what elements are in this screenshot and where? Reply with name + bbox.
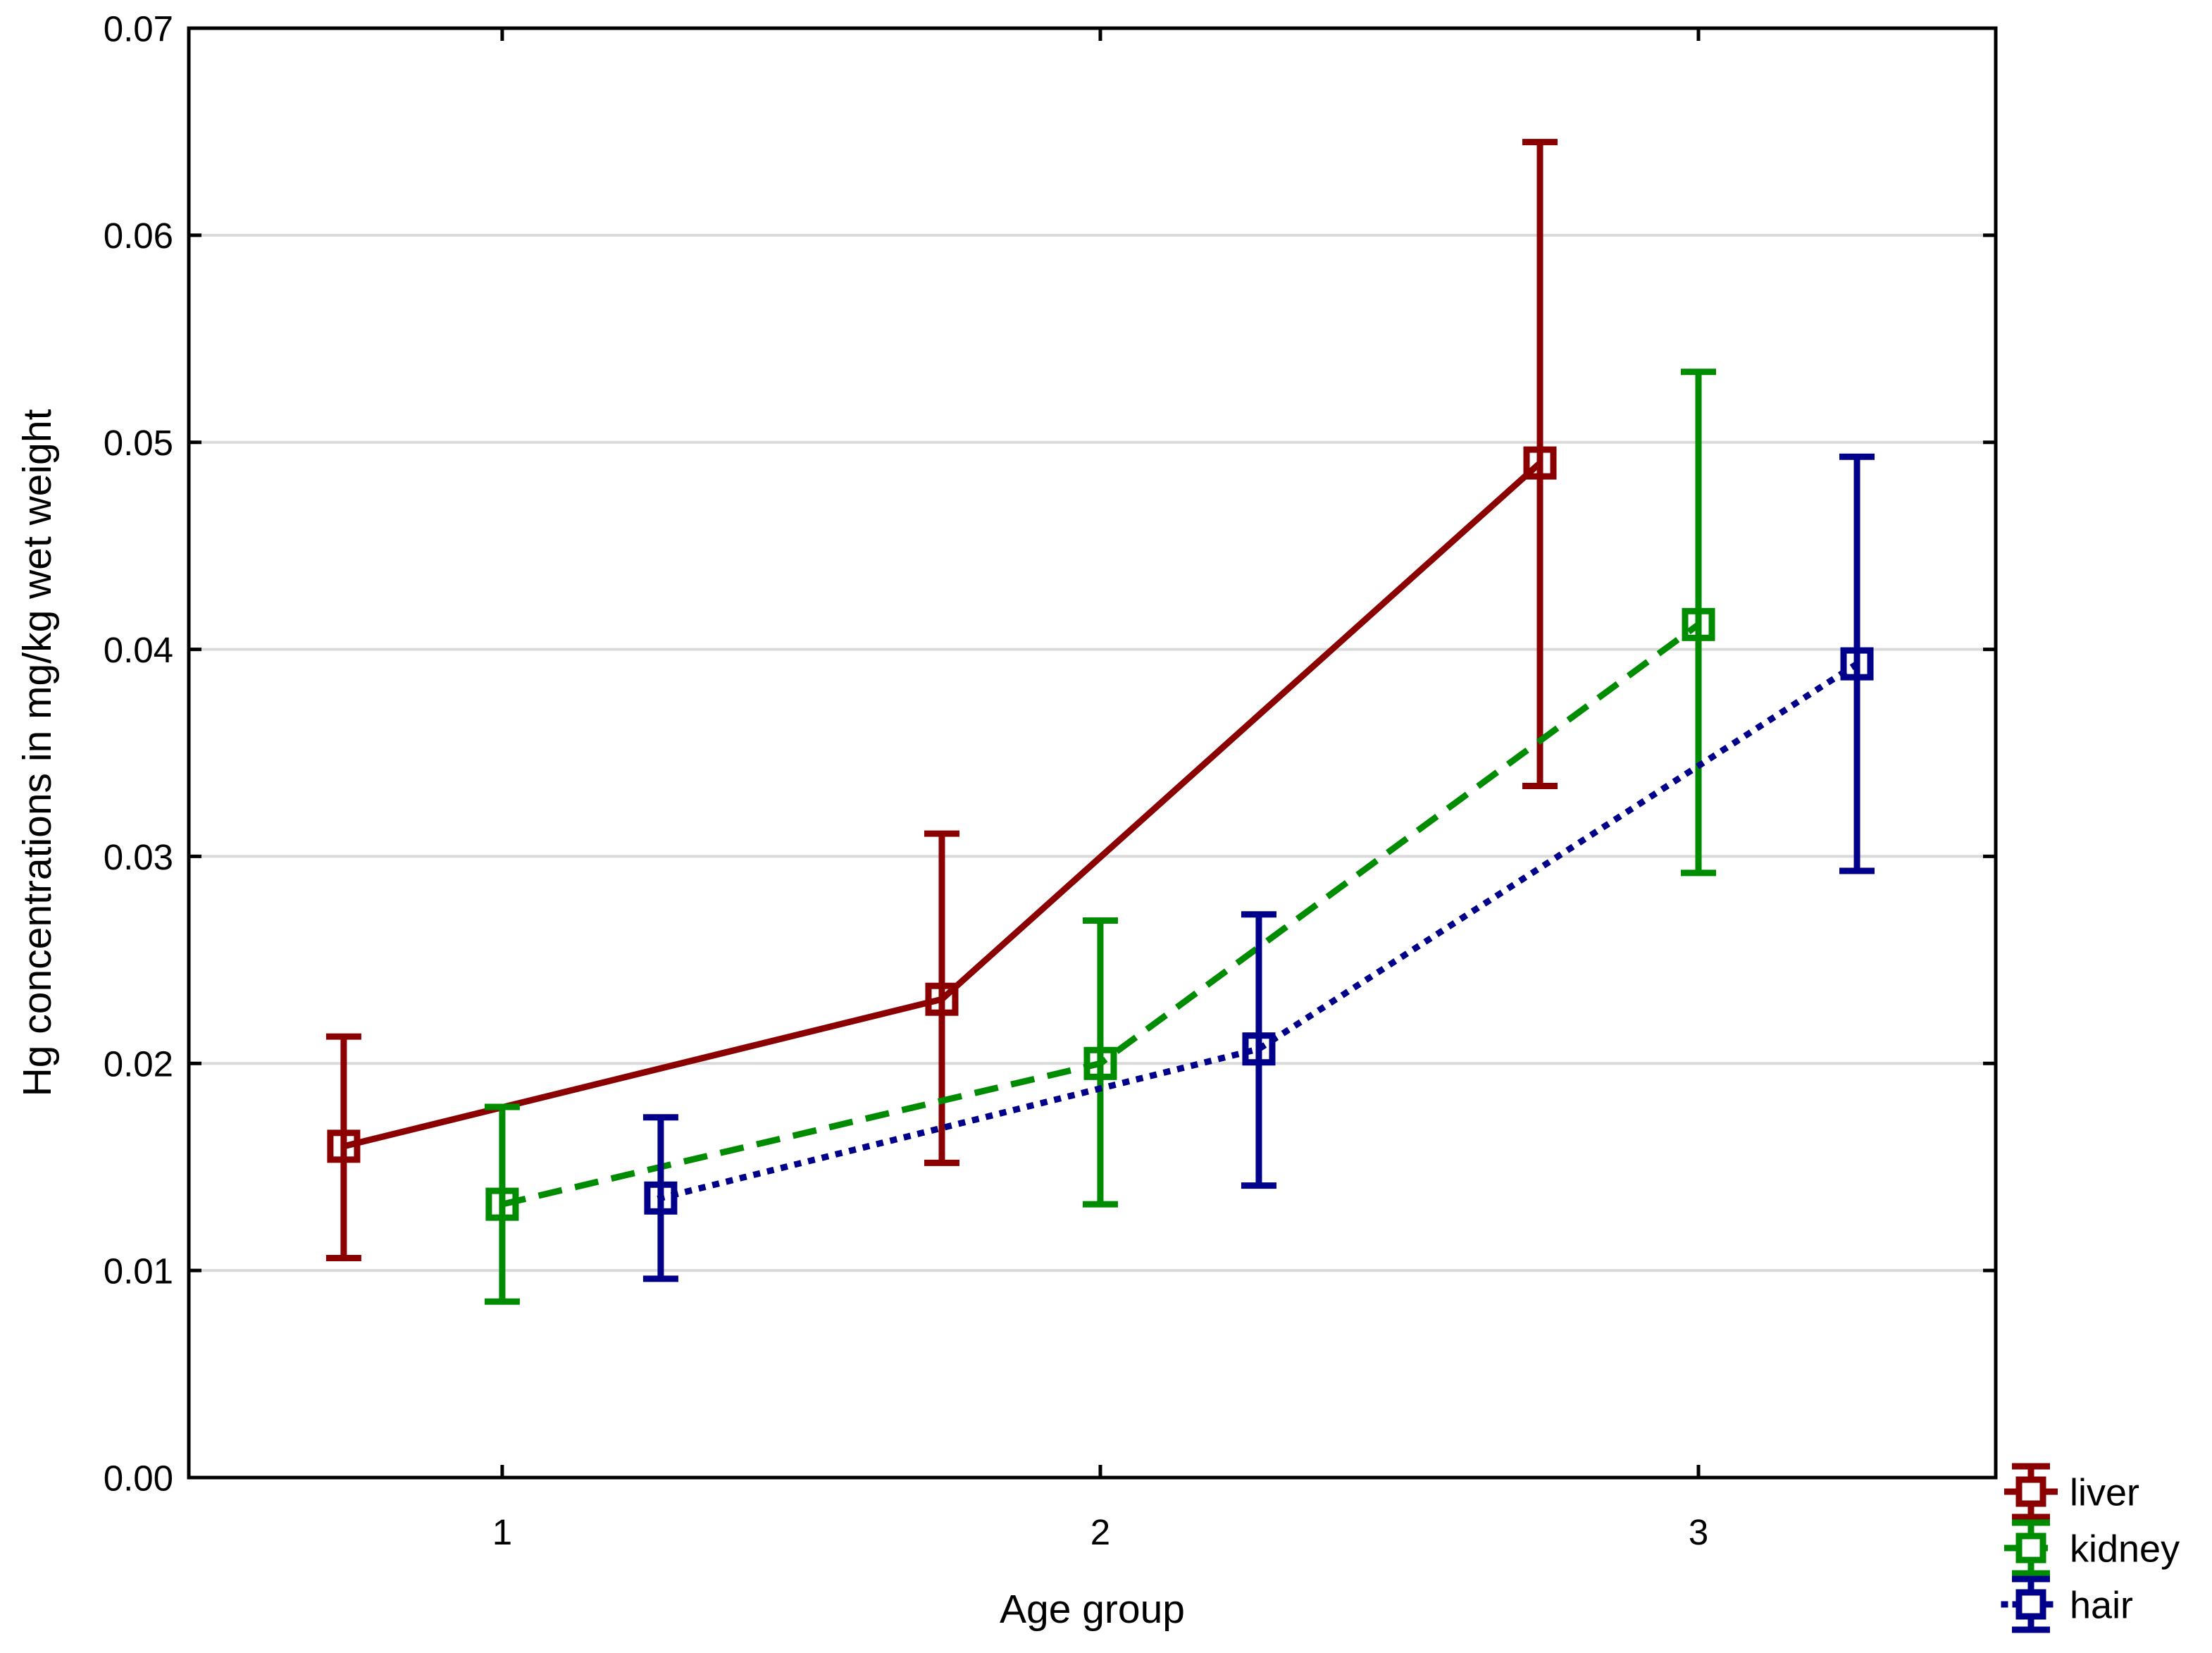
y-tick-label: 0.00	[104, 1458, 173, 1498]
marker-square	[644, 1181, 678, 1215]
legend-label: liver	[2070, 1471, 2139, 1513]
marker-square	[1523, 446, 1557, 480]
marker-square	[1840, 647, 1874, 681]
marker-square	[1682, 607, 1715, 641]
error-bar	[484, 1103, 520, 1305]
legend-item-hair: hair	[2001, 1575, 2133, 1633]
legend-item-kidney: kidney	[2004, 1519, 2180, 1577]
marker-square	[1242, 1032, 1276, 1066]
plot-frame	[187, 26, 1998, 1480]
y-axis-title: Hg concentrations in mg/kg wet weight	[15, 409, 60, 1096]
y-tick-label: 0.02	[104, 1044, 173, 1084]
y-tick-label: 0.04	[104, 630, 173, 670]
series-kidney	[484, 369, 1717, 1305]
legend-marker-square	[2015, 1589, 2046, 1620]
x-tick-label: 2	[1091, 1512, 1110, 1552]
error-bar	[1839, 453, 1875, 874]
marker-square	[485, 1187, 519, 1221]
legend-label: hair	[2070, 1584, 2133, 1626]
legend-label: kidney	[2070, 1528, 2180, 1570]
x-tick-label: 1	[492, 1512, 512, 1552]
y-tick-label: 0.07	[104, 8, 173, 49]
legend-item-liver: liver	[2004, 1463, 2139, 1521]
error-bar	[325, 1033, 361, 1262]
gridlines	[189, 233, 1996, 1273]
axis-ticks	[189, 26, 1996, 1480]
legend-marker-square	[2015, 1476, 2046, 1507]
series-hair	[642, 453, 1875, 1282]
error-bar	[1522, 139, 1558, 790]
error-bar	[1082, 917, 1118, 1208]
error-bar	[1681, 369, 1717, 877]
legend-marker-square	[2015, 1533, 2046, 1564]
legend: liver kidney hair	[2001, 1463, 2180, 1633]
error-bar	[1241, 911, 1276, 1189]
y-tick-label: 0.06	[104, 216, 173, 256]
y-tick-label: 0.01	[104, 1251, 173, 1292]
x-tick-label: 3	[1689, 1512, 1708, 1552]
error-bar	[924, 830, 959, 1166]
marker-square	[925, 982, 959, 1016]
marker-square	[327, 1129, 361, 1163]
error-bar	[642, 1114, 678, 1282]
x-axis-title: Age group	[1000, 1587, 1185, 1632]
marker-square	[1083, 1046, 1117, 1080]
series-liver	[325, 139, 1558, 1262]
y-tick-label: 0.03	[104, 837, 173, 877]
y-tick-label: 0.05	[104, 423, 173, 463]
